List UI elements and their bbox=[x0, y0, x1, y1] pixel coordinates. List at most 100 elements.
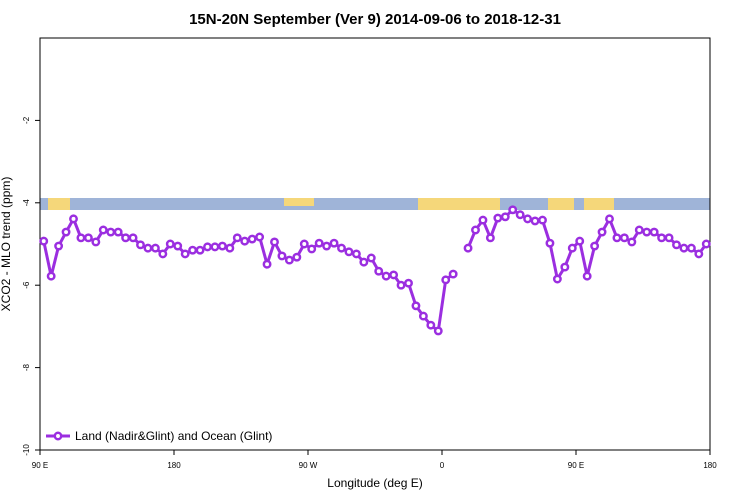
data-point bbox=[418, 311, 428, 321]
data-point bbox=[76, 233, 86, 243]
data-point bbox=[299, 239, 309, 249]
data-point bbox=[158, 249, 168, 259]
x-axis-label: Longitude (deg E) bbox=[327, 476, 422, 490]
x-tick-label: 90 E bbox=[568, 461, 584, 470]
data-point bbox=[567, 243, 577, 253]
data-point bbox=[672, 240, 681, 250]
data-point bbox=[463, 243, 473, 253]
data-point bbox=[277, 251, 287, 261]
data-point bbox=[210, 242, 220, 252]
data-point bbox=[404, 278, 413, 288]
data-point bbox=[128, 233, 138, 243]
x-tick-label: 90 W bbox=[299, 461, 318, 470]
data-point bbox=[113, 227, 123, 237]
data-point bbox=[649, 227, 659, 237]
data-point bbox=[270, 237, 279, 247]
data-point bbox=[441, 275, 451, 285]
data-point bbox=[143, 243, 153, 253]
data-point bbox=[54, 241, 64, 251]
data-point bbox=[240, 236, 250, 246]
data-point bbox=[165, 239, 175, 249]
data-point bbox=[664, 233, 674, 243]
x-tick-label: 180 bbox=[167, 461, 181, 470]
data-point bbox=[448, 269, 458, 279]
data-point bbox=[478, 215, 488, 225]
data-point bbox=[411, 301, 421, 311]
legend-label: Land (Nadir&Glint) and Ocean (Glint) bbox=[75, 429, 272, 443]
data-point bbox=[686, 243, 696, 253]
data-point bbox=[366, 253, 376, 263]
data-point bbox=[642, 227, 652, 237]
data-point bbox=[150, 243, 160, 253]
data-point bbox=[217, 241, 227, 251]
data-point bbox=[284, 255, 294, 265]
data-point bbox=[612, 233, 622, 243]
data-point bbox=[262, 259, 272, 269]
data-point bbox=[605, 214, 614, 224]
data-point bbox=[389, 270, 399, 280]
data-point bbox=[523, 214, 533, 224]
data-point bbox=[307, 244, 317, 254]
data-point bbox=[433, 326, 443, 336]
data-point bbox=[46, 271, 56, 281]
data-point bbox=[180, 249, 190, 259]
data-point bbox=[255, 232, 265, 242]
data-point bbox=[538, 215, 547, 225]
data-point bbox=[344, 247, 354, 257]
data-point bbox=[619, 233, 629, 243]
data-point bbox=[91, 237, 101, 247]
y-tick-label: -2 bbox=[22, 116, 31, 124]
data-point bbox=[83, 233, 93, 243]
data-point bbox=[679, 243, 689, 253]
data-point bbox=[508, 205, 518, 215]
data-point bbox=[657, 233, 667, 243]
data-point bbox=[545, 238, 555, 248]
data-point bbox=[69, 214, 78, 224]
data-point bbox=[232, 233, 242, 243]
data-point bbox=[39, 236, 49, 246]
data-point bbox=[121, 233, 131, 243]
data-point bbox=[426, 320, 436, 330]
y-tick-label: -10 bbox=[22, 444, 31, 456]
data-point bbox=[582, 271, 592, 281]
y-tick-label: -8 bbox=[22, 363, 31, 371]
data-point bbox=[575, 236, 585, 246]
data-point bbox=[329, 238, 339, 248]
data-point bbox=[381, 271, 391, 281]
data-point bbox=[485, 233, 495, 243]
data-point bbox=[173, 241, 183, 251]
data-point bbox=[694, 249, 704, 259]
data-point bbox=[98, 225, 108, 235]
data-point bbox=[136, 240, 145, 250]
data-point bbox=[314, 238, 324, 248]
legend-marker bbox=[53, 431, 63, 441]
data-point bbox=[634, 225, 644, 235]
data-point bbox=[359, 257, 369, 267]
data-point bbox=[493, 213, 503, 223]
data-point bbox=[188, 245, 198, 255]
data-point bbox=[552, 274, 562, 284]
data-point bbox=[396, 280, 406, 290]
data-point bbox=[203, 242, 212, 252]
data-point bbox=[597, 227, 607, 237]
data-point bbox=[500, 212, 510, 222]
data-point bbox=[701, 239, 711, 249]
data-point bbox=[292, 252, 302, 262]
data-point bbox=[471, 225, 480, 235]
x-tick-label: 180 bbox=[703, 461, 717, 470]
y-tick-label: -4 bbox=[22, 199, 31, 207]
data-point bbox=[225, 243, 235, 253]
data-point bbox=[530, 216, 540, 226]
data-point bbox=[590, 241, 600, 251]
data-point bbox=[627, 237, 637, 247]
chart-title: 15N-20N September (Ver 9) 2014-09-06 to … bbox=[189, 11, 561, 28]
data-point bbox=[560, 262, 570, 272]
data-point bbox=[322, 241, 332, 251]
data-point bbox=[106, 227, 116, 237]
data-point bbox=[351, 249, 361, 259]
y-tick-label: -6 bbox=[22, 281, 31, 289]
data-point bbox=[337, 243, 346, 253]
data-point bbox=[515, 210, 525, 220]
data-point bbox=[374, 266, 384, 276]
